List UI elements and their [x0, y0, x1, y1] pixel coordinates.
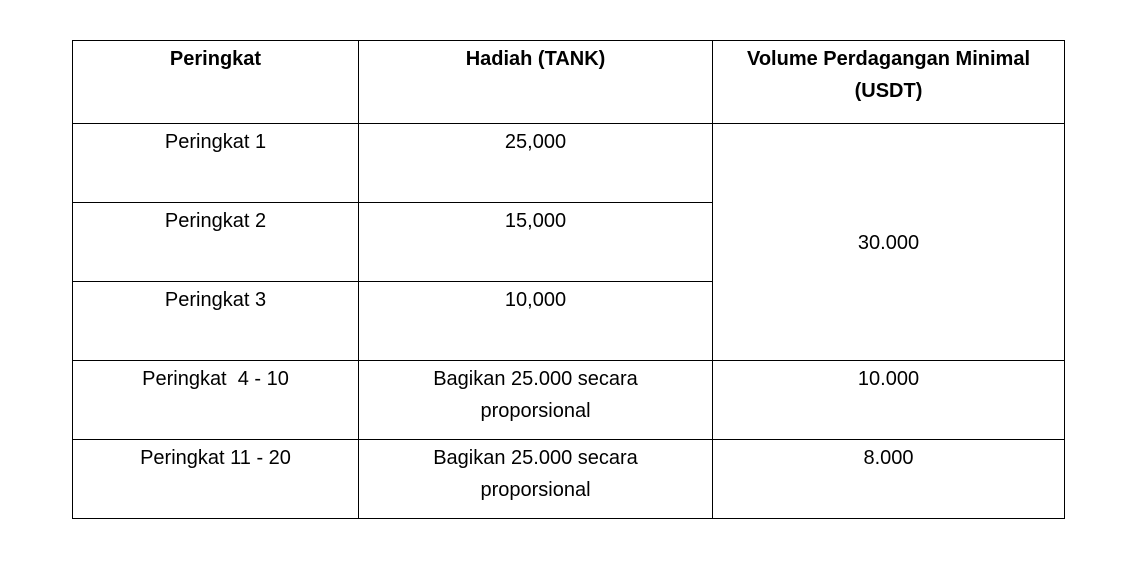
volume-cell: 10.000 — [712, 360, 1065, 440]
table-row: Peringkat 3 10,000 — [72, 281, 1065, 361]
rank-cell: Peringkat 2 — [72, 202, 359, 282]
header-row: Peringkat Hadiah (TANK) Volume Perdagang… — [72, 40, 1065, 124]
header-rank: Peringkat — [72, 40, 359, 124]
rewards-table: Peringkat Hadiah (TANK) Volume Perdagang… — [72, 40, 1065, 519]
table-row: Peringkat 11 - 20 Bagikan 25.000 secara … — [72, 439, 1065, 519]
reward-cell: 10,000 — [358, 281, 713, 361]
reward-cell: Bagikan 25.000 secara proporsional — [358, 360, 713, 440]
reward-cell: Bagikan 25.000 secara proporsional — [358, 439, 713, 519]
volume-cell: 30.000 — [712, 123, 1065, 361]
table-row: Peringkat 1 25,000 30.000 — [72, 123, 1065, 361]
table-row: Peringkat 4 - 10 Bagikan 25.000 secara p… — [72, 360, 1065, 440]
rank-cell: Peringkat 4 - 10 — [72, 360, 359, 440]
volume-cell: 8.000 — [712, 439, 1065, 519]
header-volume: Volume Perdagangan Minimal (USDT) — [712, 40, 1065, 124]
header-reward: Hadiah (TANK) — [358, 40, 713, 124]
rank-cell: Peringkat 1 — [72, 123, 359, 203]
rank-cell: Peringkat 11 - 20 — [72, 439, 359, 519]
reward-cell: 15,000 — [358, 202, 713, 282]
reward-cell: 25,000 — [358, 123, 713, 203]
table-row: Peringkat 2 15,000 — [72, 202, 1065, 282]
rank-cell: Peringkat 3 — [72, 281, 359, 361]
